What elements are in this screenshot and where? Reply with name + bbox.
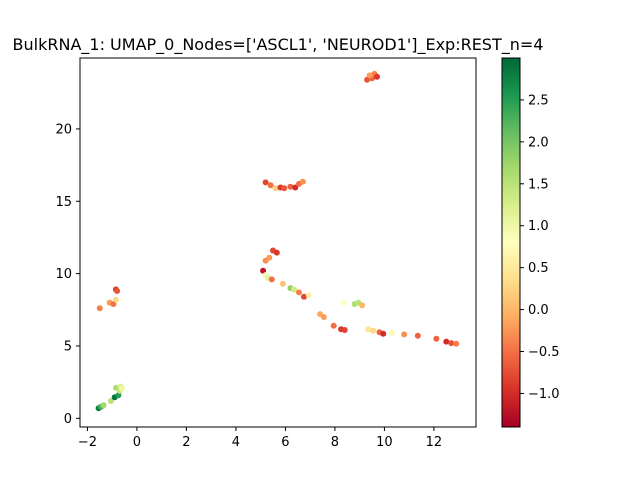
data-point xyxy=(299,178,306,185)
colorbar: −1.0 −0.5 0.0 0.5 1.0 1.5 2.0 2.5 xyxy=(501,57,560,428)
colorbar-ticks: −1.0 −0.5 0.0 0.5 1.0 1.5 2.0 2.5 xyxy=(520,93,560,402)
data-point xyxy=(268,276,275,283)
data-point xyxy=(292,184,299,191)
data-point xyxy=(366,72,373,79)
colorbar-tick-label: 2.5 xyxy=(528,93,549,108)
data-point xyxy=(114,288,121,294)
data-point xyxy=(107,398,114,404)
data-point xyxy=(119,385,126,392)
data-point xyxy=(340,299,347,306)
colorbar-tick-label: 1.0 xyxy=(528,219,549,234)
data-point xyxy=(341,327,348,333)
x-tick-label: −2 xyxy=(78,435,97,450)
data-point xyxy=(388,329,395,336)
x-tick-label: 8 xyxy=(331,435,339,450)
axes-frame xyxy=(79,57,477,428)
data-point xyxy=(100,402,107,409)
x-tick-label: 12 xyxy=(426,435,443,450)
y-axis: 0 5 10 15 20 xyxy=(55,122,80,427)
data-point xyxy=(112,296,119,303)
x-tick-label: 4 xyxy=(232,435,240,450)
data-point xyxy=(365,326,372,333)
plot-area xyxy=(79,57,477,428)
y-tick-label: 0 xyxy=(64,412,72,427)
data-points xyxy=(95,70,460,412)
colorbar-tick-label: 0.5 xyxy=(528,261,549,276)
data-point xyxy=(287,183,294,190)
data-point xyxy=(96,305,103,312)
data-point xyxy=(320,314,327,320)
y-tick-label: 10 xyxy=(55,267,72,282)
data-point xyxy=(272,185,279,192)
data-point xyxy=(443,338,450,345)
data-point xyxy=(433,335,440,342)
colorbar-tick-label: −0.5 xyxy=(528,345,560,360)
data-point xyxy=(305,292,312,299)
data-point xyxy=(380,330,387,337)
y-tick-label: 15 xyxy=(55,195,72,210)
colorbar-frame xyxy=(501,57,521,428)
data-point xyxy=(453,340,460,347)
data-point xyxy=(330,322,337,329)
x-tick-label: 10 xyxy=(376,435,393,450)
colorbar-tick-label: 1.5 xyxy=(528,177,549,192)
data-point xyxy=(291,286,298,293)
data-point xyxy=(401,331,408,338)
data-point xyxy=(262,179,269,186)
data-point xyxy=(448,340,455,347)
colorbar-tick-label: 2.0 xyxy=(528,135,549,150)
data-point xyxy=(266,254,273,261)
x-tick-label: 6 xyxy=(281,435,289,450)
x-tick-label: 2 xyxy=(182,435,190,450)
data-point xyxy=(281,185,288,192)
data-point xyxy=(296,289,302,296)
data-point xyxy=(370,327,377,334)
y-tick-label: 20 xyxy=(55,122,72,137)
colorbar-gradient xyxy=(502,58,520,427)
data-point xyxy=(374,73,380,80)
data-point xyxy=(273,249,280,256)
x-axis: −2 0 2 4 6 8 10 12 xyxy=(78,427,442,450)
colorbar-tick-label: 0.0 xyxy=(528,303,549,318)
data-point xyxy=(359,302,366,309)
chart-title: BulkRNA_1: UMAP_0_Nodes=['ASCL1', 'NEURO… xyxy=(13,35,544,55)
colorbar-tick-label: −1.0 xyxy=(528,387,560,402)
data-point xyxy=(260,267,267,274)
data-point xyxy=(414,332,421,339)
data-point xyxy=(279,280,286,287)
x-tick-label: 0 xyxy=(133,435,141,450)
data-point xyxy=(267,182,274,189)
data-point xyxy=(301,293,307,300)
y-tick-label: 5 xyxy=(64,339,72,354)
